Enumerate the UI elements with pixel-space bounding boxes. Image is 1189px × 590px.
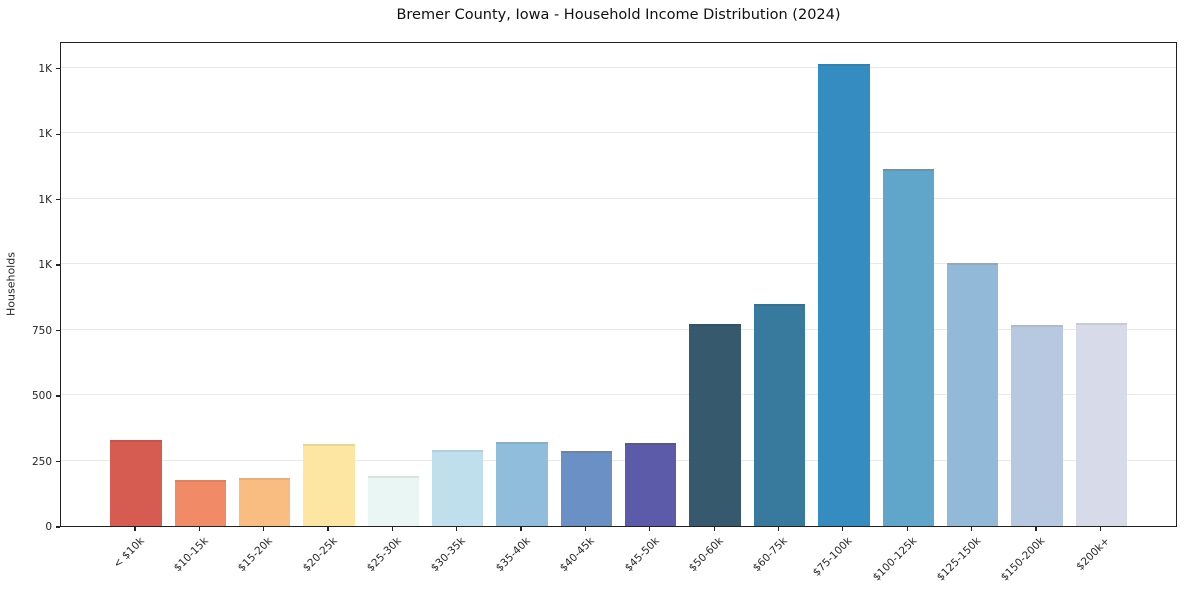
x-tick-mark	[456, 527, 458, 531]
gridline	[61, 328, 1176, 330]
y-tick-label: 0	[45, 521, 52, 533]
bar-15-20k	[239, 477, 291, 526]
x-tick-label: $100-125k	[870, 535, 919, 584]
bar-100-125k	[882, 169, 934, 526]
plot-area	[60, 42, 1177, 527]
y-tick-label: 250	[31, 455, 52, 468]
bar-125-150k	[946, 263, 999, 526]
y-tick-mark	[56, 460, 60, 463]
x-tick-mark	[713, 527, 715, 531]
x-tick-label: $15-20k	[236, 535, 276, 575]
x-tick-mark	[520, 527, 522, 531]
y-tick-mark	[56, 329, 60, 332]
y-tick-label: 750	[31, 324, 52, 337]
y-tick-label: 1K	[38, 193, 52, 206]
bar-200k	[1075, 322, 1127, 526]
x-tick-mark	[1035, 527, 1037, 531]
x-tick-label: $25-30k	[364, 535, 404, 575]
x-tick-mark	[777, 527, 780, 531]
x-tick-label: $45-50k	[622, 535, 662, 575]
bar-40-45k	[560, 450, 613, 526]
y-tick-mark	[56, 133, 60, 135]
x-tick-mark	[198, 527, 200, 531]
bar-75-100k	[818, 64, 870, 526]
bar-10-15k	[174, 480, 227, 526]
x-tick-label: $10-15k	[171, 535, 211, 575]
bar-45-50k	[625, 442, 677, 526]
y-tick-label: 1K	[38, 259, 52, 272]
x-tick-mark	[391, 527, 394, 531]
y-tick-label: 1K	[38, 128, 52, 141]
x-tick-label: < $10k	[110, 535, 147, 571]
x-tick-mark	[1099, 527, 1101, 531]
y-tick-mark	[56, 395, 60, 397]
x-tick-label: $200k+	[1073, 535, 1112, 573]
x-tick-label: $50-60k	[686, 535, 726, 575]
x-tick-mark	[842, 527, 844, 531]
bar-150-200k	[1011, 324, 1063, 526]
gridline	[61, 263, 1176, 265]
y-tick-label: 500	[31, 390, 52, 403]
x-tick-label: $150-200k	[998, 535, 1048, 584]
bar-30-35k	[432, 449, 484, 526]
x-tick-label: $75-100k	[810, 535, 855, 579]
x-tick-mark	[134, 527, 136, 531]
x-tick-mark	[263, 527, 265, 531]
bar-50-60k	[689, 323, 741, 526]
y-tick-mark	[56, 68, 60, 70]
x-tick-mark	[970, 527, 973, 531]
gridline	[61, 132, 1176, 134]
y-tick-mark	[56, 264, 60, 266]
x-tick-label: $40-45k	[557, 535, 597, 575]
x-tick-label: $20-25k	[300, 535, 340, 575]
x-tick-label: $30-35k	[429, 535, 469, 575]
bar-60-75k	[753, 303, 806, 526]
x-tick-label: $125-150k	[934, 535, 984, 584]
chart-title: Bremer County, Iowa - Household Income D…	[396, 7, 841, 23]
y-tick-label: 1K	[38, 62, 52, 75]
x-tick-mark	[584, 527, 587, 531]
x-tick-label: $60-75k	[750, 535, 790, 575]
bar-35-40k	[496, 441, 548, 526]
y-tick-mark	[56, 526, 60, 528]
x-tick-label: $35-40k	[493, 535, 533, 575]
x-tick-mark	[327, 527, 329, 531]
bar-20-25k	[303, 443, 355, 526]
y-tick-mark	[56, 199, 60, 201]
gridline	[61, 459, 1176, 461]
bar-25-30k	[367, 476, 420, 526]
gridline	[61, 197, 1176, 199]
bar-10k	[110, 440, 162, 526]
x-tick-mark	[649, 527, 651, 531]
gridline	[61, 66, 1176, 68]
x-tick-mark	[906, 527, 908, 531]
gridline	[61, 394, 1176, 396]
